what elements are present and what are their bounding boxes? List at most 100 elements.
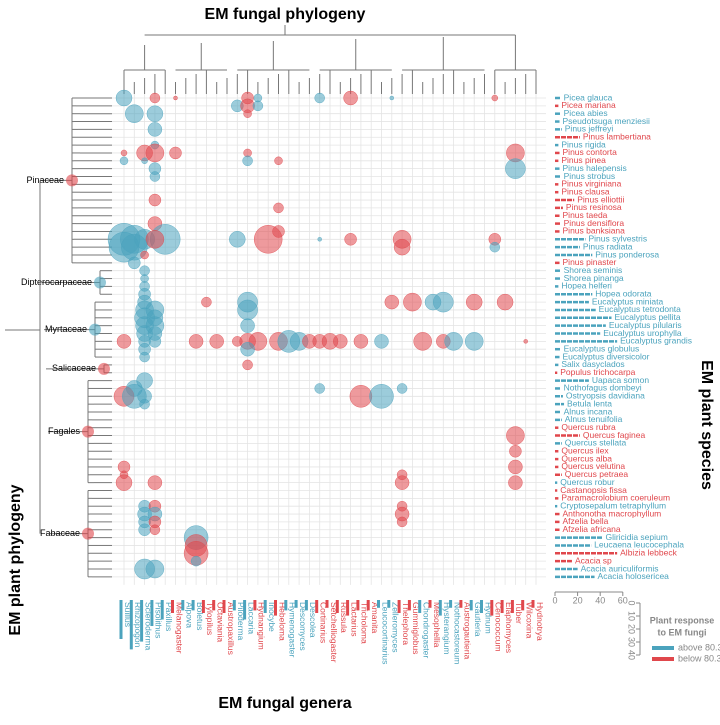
bubble [353, 334, 369, 349]
bubble [508, 459, 523, 475]
plant-name: Anthonotha macrophyllum [563, 508, 662, 518]
bubble [393, 238, 411, 256]
plant-name: Afzelia bella [563, 516, 609, 526]
bubble [396, 516, 408, 528]
bubble [465, 293, 483, 311]
dendrograms: Pinaceae Dipterocarpaceae Myrtaceae Salicac… [5, 25, 537, 578]
fungus-name: Paxillus [164, 602, 174, 631]
bubble [145, 143, 165, 163]
plant-name: Shorea pinanga [564, 273, 624, 283]
bubble [384, 294, 400, 310]
plant-name: Picea abies [564, 108, 608, 118]
fungus-scale-label: 20 [627, 624, 637, 634]
family-marker [98, 362, 110, 375]
family-label: Dipterocarpaceae [21, 277, 92, 287]
plant-name: Populus trichocarpa [560, 367, 635, 377]
bubble [148, 335, 162, 348]
fungus-name: Gummiglobus [411, 602, 421, 654]
fungus-name: Austrogautieria [463, 602, 473, 659]
fungus-name: Cortinarius [318, 602, 328, 643]
bubble [523, 339, 528, 344]
bubble [396, 383, 408, 394]
fungus-name: Suillus [123, 602, 133, 627]
plant-name: Pinus rigida [561, 139, 606, 149]
fungus-name: Tuber [514, 602, 524, 624]
plant-name: Pinus taeda [563, 210, 608, 220]
fungus-name: Inocybe [267, 602, 277, 632]
plant-name: Quercus faginea [583, 430, 646, 440]
plant-name: Cryptosepalum tetraphyllum [560, 500, 666, 510]
plant-name: Picea mariana [561, 100, 616, 110]
bubble [273, 202, 284, 214]
bubble [403, 292, 422, 312]
plant-name: Betula lenta [567, 398, 612, 408]
bubble [242, 155, 253, 167]
fungus-name: Descolea [308, 602, 318, 638]
plant-name: Eucalyptus urophylla [603, 328, 682, 338]
fungus-name: Boletus [195, 602, 205, 630]
fungus-name: Octaviania [215, 602, 225, 642]
plant-name: Acacia holosericea [598, 571, 670, 581]
bubble [253, 225, 283, 254]
plant-name: Quercus stellata [565, 438, 627, 448]
plant-name: Eucalyptus pellita [615, 312, 681, 322]
plant-name: Pinus clausa [561, 186, 609, 196]
plant-name: Afzelia africana [563, 524, 621, 534]
bubble [344, 233, 357, 246]
plant-name: Pinus densiflora [564, 218, 625, 228]
family-label: Pinaceae [26, 175, 64, 185]
bubble [169, 146, 182, 160]
bubble [464, 332, 484, 351]
fungus-name: Melanogaster [174, 602, 184, 654]
legend-title: Plant response [650, 615, 715, 625]
fungus-name: Descomyces [298, 602, 308, 651]
bubble [242, 359, 253, 371]
fungus-name: Hydnotrya [535, 602, 545, 641]
fungus-name: Pisolithus [154, 602, 164, 638]
bubble [190, 555, 202, 567]
bubble [252, 100, 264, 112]
family-marker [66, 174, 78, 187]
bubble [188, 334, 204, 349]
bubble [389, 95, 395, 101]
fungus-name: Nothocastoreum [452, 602, 462, 664]
bubble [240, 318, 255, 333]
plant-name: Salix dasyclados [561, 359, 624, 369]
plant-name: Pinus sylvestris [589, 234, 648, 244]
fungus-name: Thelephora [401, 602, 411, 645]
plant-name: Alnus incana [564, 406, 613, 416]
bubble [147, 122, 163, 137]
bubble [229, 231, 246, 248]
bubble [394, 475, 410, 490]
bubble [116, 334, 132, 349]
bubble [149, 92, 161, 104]
bubble [148, 193, 162, 207]
bubble [374, 334, 389, 349]
fungus-name: Alpova [185, 602, 195, 628]
fungus-name: Elaphomyces [504, 602, 514, 653]
bubble [145, 230, 165, 249]
plant-name: Acacia auriculiformis [581, 563, 659, 573]
fungus-name: Wilcoxina [524, 602, 534, 639]
plant-name: Acacia sp [575, 555, 612, 565]
plant-name: Alnus tenuifolia [565, 414, 623, 424]
bubble [433, 291, 454, 313]
fungus-name: Leucocortinarius [380, 602, 390, 664]
bubble [240, 341, 255, 357]
fungus-name: Lactarius [349, 602, 359, 637]
plant-name: Pinus resinosa [566, 202, 622, 212]
fungus-name: Hebeloma [277, 602, 287, 641]
bubble [314, 383, 325, 394]
plant-name: Quercus robur [560, 477, 614, 487]
bubble [138, 523, 151, 536]
bubble [317, 237, 322, 242]
plant-scale-label: 40 [595, 595, 605, 605]
fungus-name: Laccaria [246, 602, 256, 634]
bubble [141, 157, 148, 165]
plant-name: Eucalyptus pilularis [609, 320, 682, 330]
bubble [508, 475, 523, 490]
bubble [149, 524, 161, 535]
bubble [505, 158, 526, 179]
plant-name: Quercus velutina [561, 461, 625, 471]
